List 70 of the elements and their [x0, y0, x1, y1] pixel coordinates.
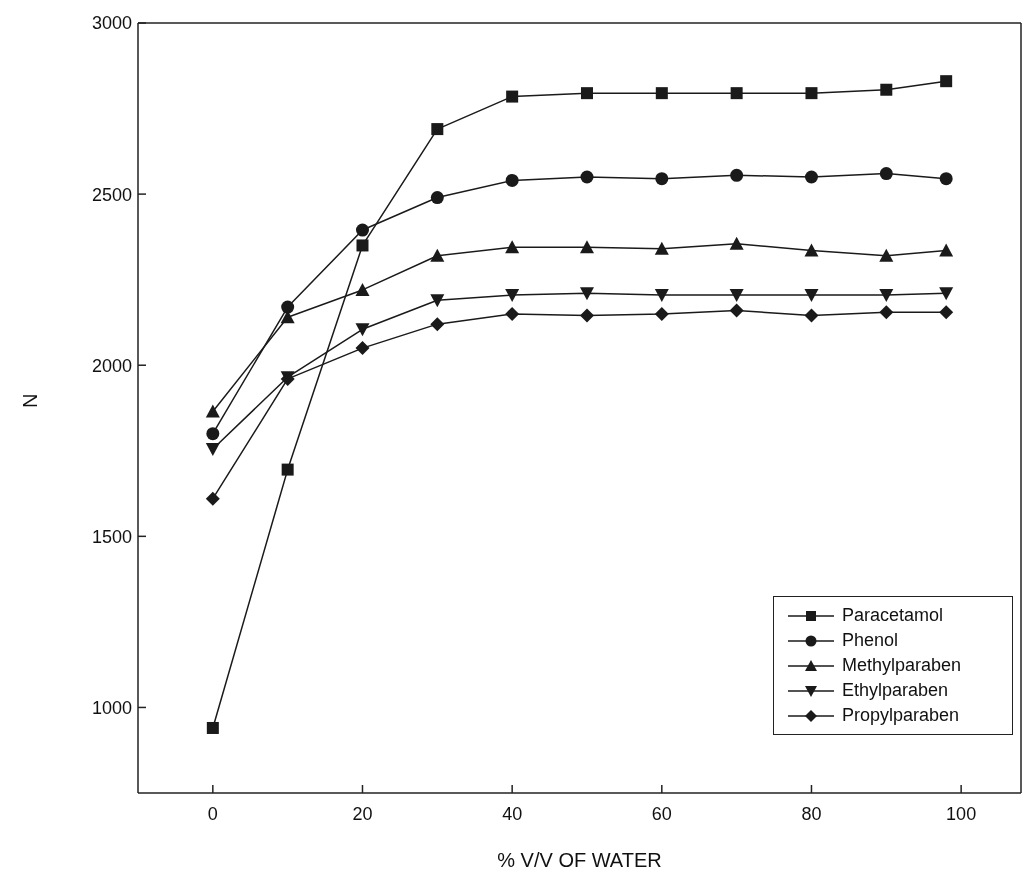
- point: [430, 317, 445, 332]
- point: [505, 289, 520, 303]
- point: [804, 170, 818, 184]
- point: [879, 167, 893, 181]
- x-tick-label: 40: [502, 803, 523, 824]
- legend-label: Paracetamol: [842, 605, 944, 626]
- point: [805, 87, 818, 100]
- point: [205, 443, 220, 457]
- point: [879, 248, 894, 262]
- point: [730, 87, 743, 100]
- point: [729, 303, 744, 318]
- y-tick-label: 3000: [91, 13, 132, 34]
- point: [579, 287, 594, 301]
- point: [281, 300, 295, 314]
- point: [580, 87, 593, 100]
- point: [355, 223, 369, 237]
- point: [580, 170, 594, 184]
- y-axis-title: N: [19, 393, 42, 408]
- point: [655, 87, 668, 100]
- point: [579, 308, 594, 323]
- point: [505, 173, 519, 187]
- point: [205, 491, 220, 506]
- point: [205, 404, 220, 418]
- point: [579, 240, 594, 254]
- point: [430, 294, 445, 308]
- point: [654, 289, 669, 303]
- point: [729, 236, 744, 250]
- point: [355, 282, 370, 296]
- point: [730, 168, 744, 182]
- point: [505, 240, 520, 254]
- point: [879, 305, 894, 320]
- point: [880, 83, 893, 96]
- point: [729, 289, 744, 303]
- y-tick-label: 2500: [91, 184, 132, 205]
- point: [430, 248, 445, 262]
- point: [879, 289, 894, 303]
- legend-label: Methylparaben: [842, 655, 962, 676]
- point: [804, 289, 819, 303]
- point: [655, 172, 669, 186]
- point: [430, 191, 444, 205]
- x-tick-label: 80: [801, 803, 822, 824]
- y-tick-label: 1500: [91, 526, 132, 547]
- point: [431, 123, 444, 136]
- x-tick-label: 60: [651, 803, 672, 824]
- point: [940, 75, 953, 88]
- x-tick-label: 20: [352, 803, 373, 824]
- x-axis-title: % V/V OF WATER: [497, 849, 662, 871]
- point: [505, 306, 520, 321]
- legend-label: Phenol: [842, 630, 899, 651]
- x-tick-label: 100: [946, 803, 977, 824]
- point: [355, 323, 370, 337]
- x-tick-label: 0: [207, 803, 218, 824]
- point: [939, 305, 954, 320]
- y-tick-label: 2000: [91, 355, 132, 376]
- point: [804, 308, 819, 323]
- y-tick-label: 1000: [91, 697, 132, 718]
- legend-label: Propylparaben: [842, 705, 960, 726]
- point: [281, 463, 294, 476]
- point: [939, 172, 953, 186]
- legend-label: Ethylparaben: [842, 680, 949, 701]
- point: [206, 721, 219, 734]
- point: [206, 427, 220, 441]
- point: [654, 306, 669, 321]
- point: [506, 90, 519, 103]
- point: [654, 241, 669, 255]
- point: [355, 341, 370, 356]
- point: [356, 239, 369, 252]
- point: [939, 287, 954, 301]
- point: [804, 243, 819, 257]
- point: [939, 243, 954, 257]
